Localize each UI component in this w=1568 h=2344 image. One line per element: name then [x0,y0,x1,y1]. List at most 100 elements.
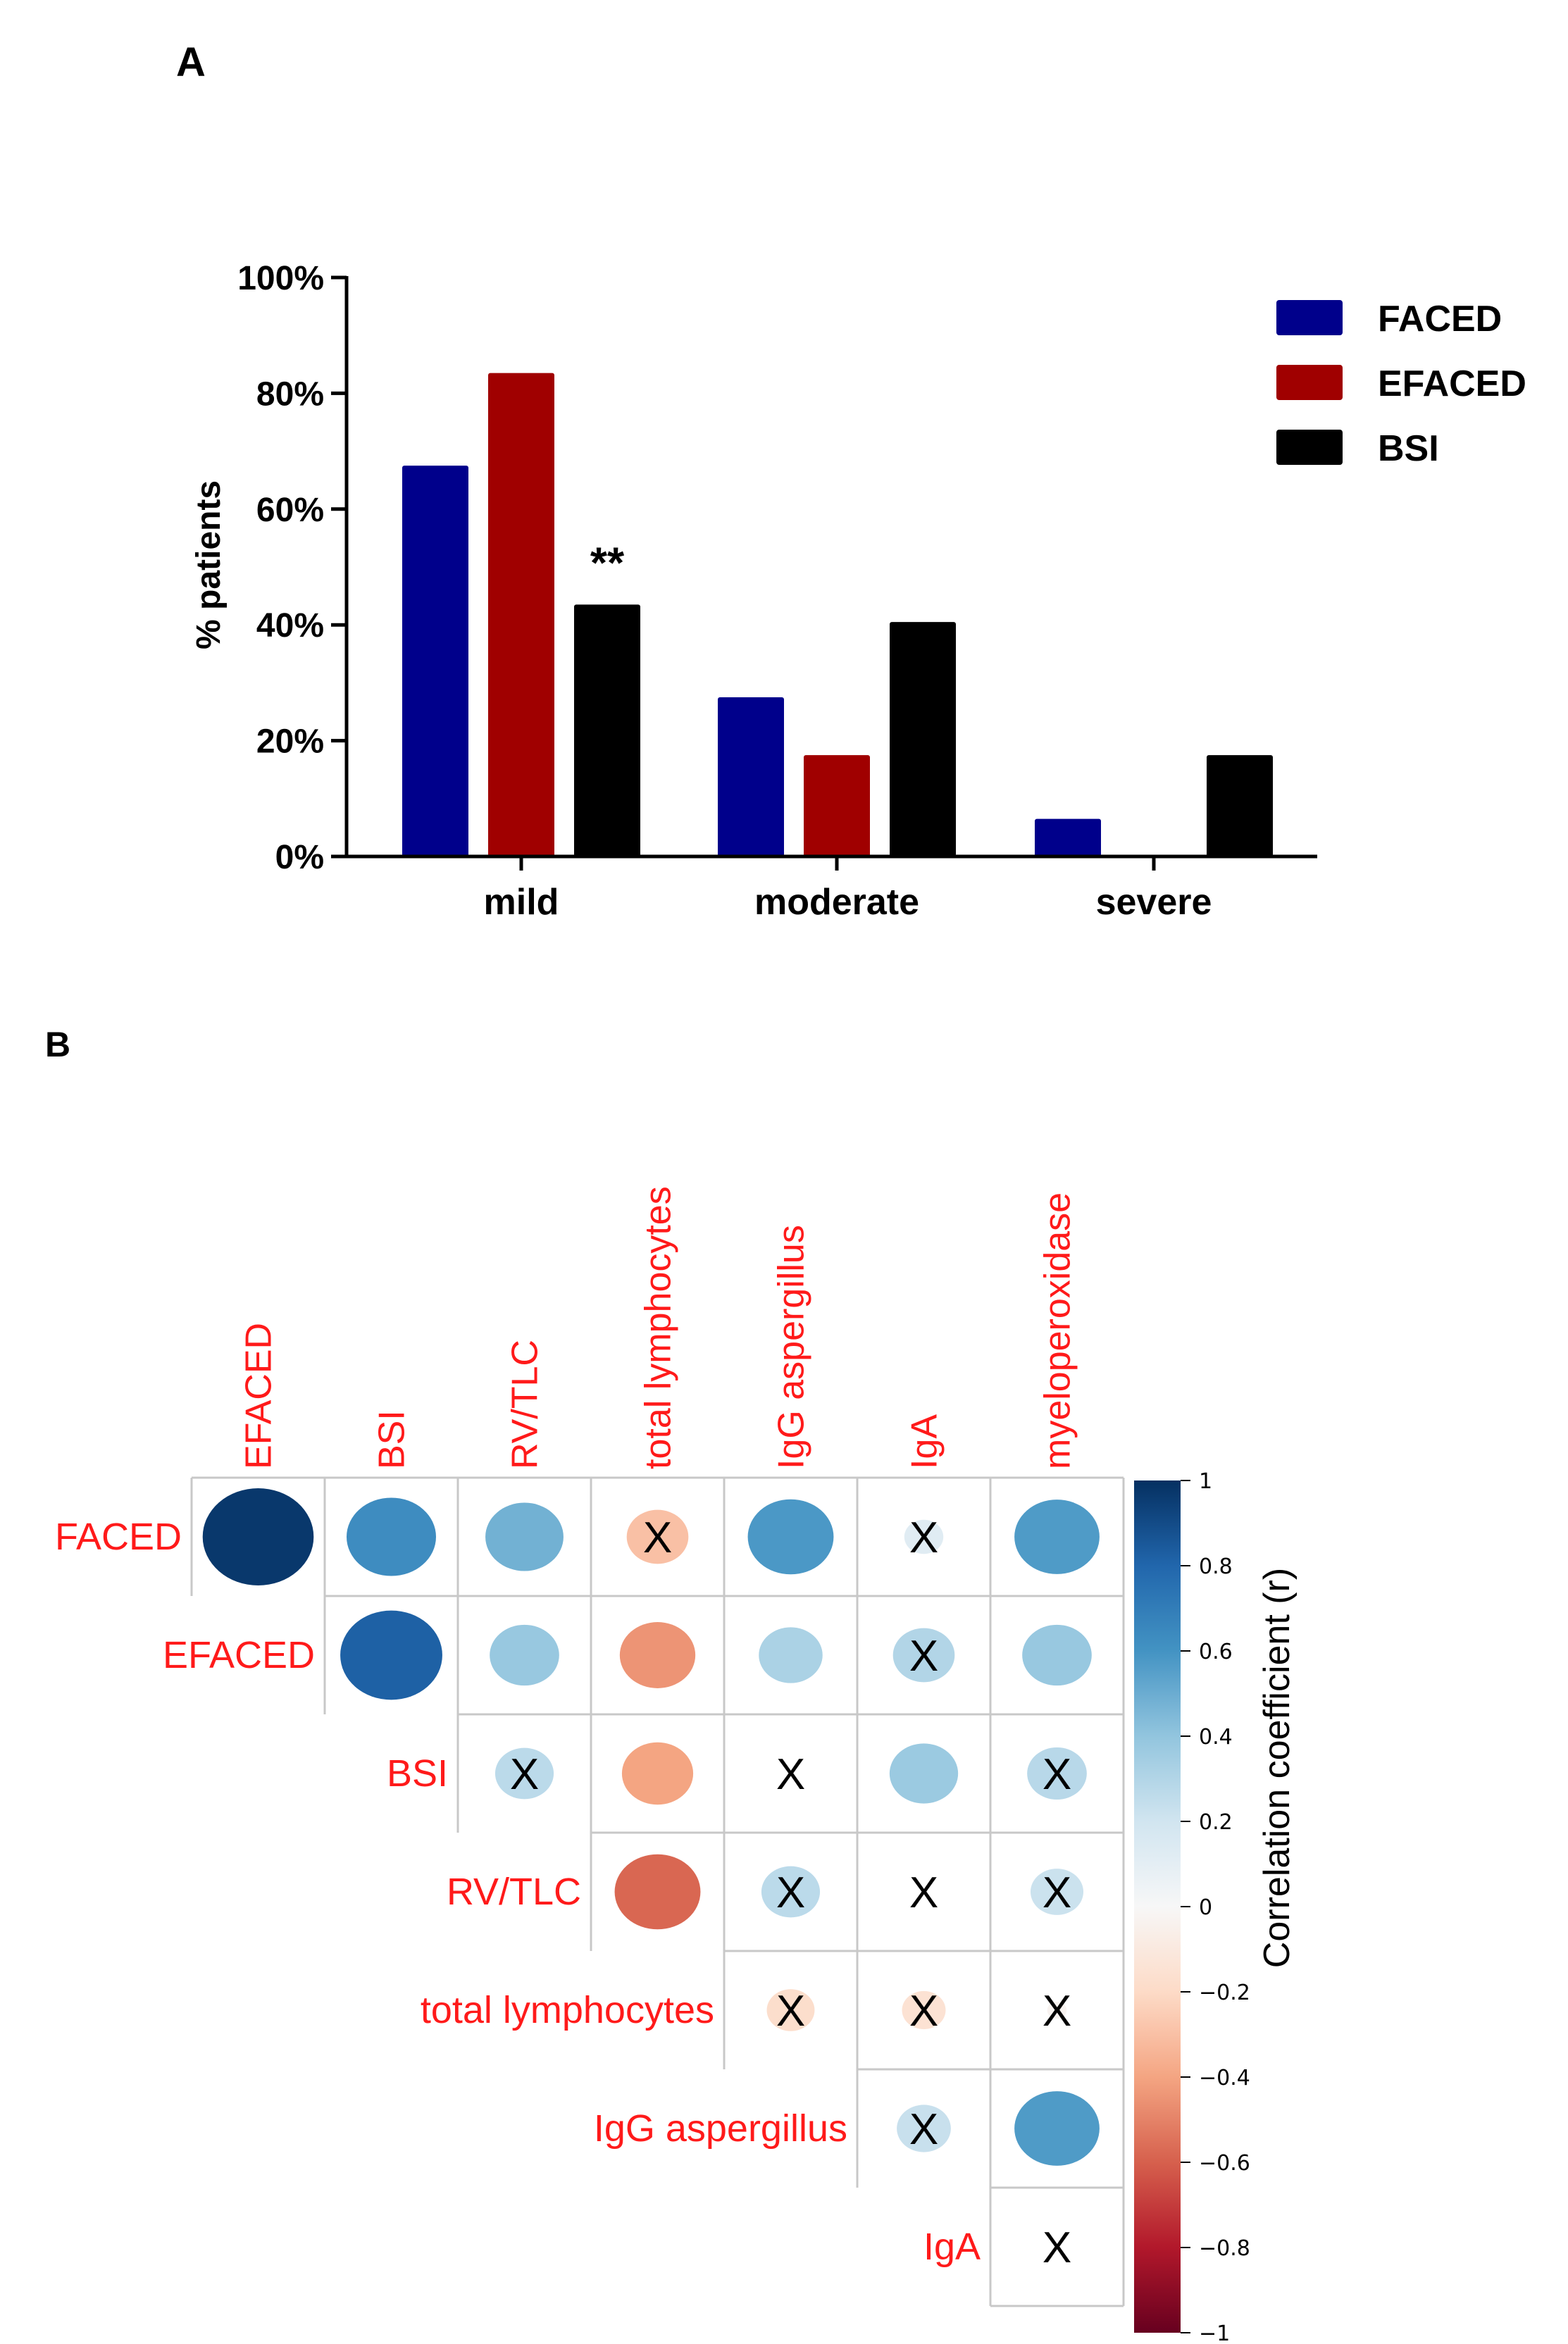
bar-faced-severe [1035,818,1101,856]
correlation-circle [1030,1869,1084,1915]
correlation-circle [766,1989,815,2031]
correlation-circle [202,1488,314,1585]
x-tick-label: mild [484,882,559,923]
colorbar-tick-label: −0.4 [1199,2066,1250,2090]
column-label: IgA [904,1414,945,1469]
y-tick-label: 40% [256,607,324,644]
y-tick-label: 0% [275,839,324,876]
non-significant-marker: X [776,1987,805,2036]
significance-annotation: ** [590,539,625,587]
x-axis-ticks: mild moderate severe [484,856,1212,923]
column-label: RV/TLC [505,1340,546,1469]
y-tick-label: 80% [256,375,324,413]
matrix-grid [190,1476,1125,2307]
panel-a-label: A [176,39,206,85]
row-labels: FACED EFACED BSI RV/TLC total lymphocytes IgG… [55,1516,981,2268]
row-label: total lymphocytes [421,1989,714,2031]
colorbar-bar [1134,1480,1181,2333]
bar-annotations: ** [590,539,625,587]
bar-chart: 0% 20% 40% 60% 80% 100% mild moderate severe % … [190,260,1526,923]
non-significant-marker: X [909,1869,938,1917]
non-significant-marker: X [1043,2224,1071,2272]
y-axis-label: % patients [190,480,228,649]
non-significant-marker: X [909,1514,938,1562]
correlation-circle [621,1742,694,1805]
correlation-circle [1014,1500,1100,1574]
correlation-circle [892,1628,955,1683]
correlation-circle [490,1624,559,1686]
colorbar-tick-label: −0.6 [1199,2151,1250,2176]
correlation-circle [626,1509,689,1564]
legend-swatch-bsi [1276,430,1343,465]
bar-legend: FACED EFACED BSI [1276,299,1526,469]
bar-series-group [402,373,1273,856]
row-label: FACED [55,1516,182,1558]
column-label: BSI [372,1410,413,1469]
colorbar: 1 0.8 0.6 0.4 0.2 0 −0.2 −0.4 −0.6 −0.8 −1 [1134,1469,1250,2344]
correlation-circle [619,1622,696,1688]
colorbar-tick-label: −0.8 [1199,2236,1250,2261]
colorbar-tick-label: 0 [1199,1895,1212,1920]
column-labels: EFACED BSI RV/TLC total lymphocytes IgG aspe… [239,1186,1078,1469]
correlation-circle [747,1499,834,1575]
non-significant-marker: X [909,2105,938,2154]
correlation-circle [485,1502,564,1571]
non-significant-marker: X [909,1632,938,1681]
bar-efaced-mild [488,373,554,856]
colorbar-tick-label: −0.2 [1199,1981,1250,2005]
correlation-circle [614,1854,701,1930]
non-significant-marker: X [776,1869,805,1917]
column-label: EFACED [239,1323,280,1469]
correlation-circle [1027,1747,1087,1800]
x-tick-label: severe [1096,882,1212,923]
correlation-circle [347,1497,436,1576]
row-label: BSI [387,1752,448,1795]
column-label: total lymphocytes [638,1186,679,1469]
correlation-matrix: X X X X X X X X X X X X X X EFACED BSI RV/TLC total lymp… [55,1186,1298,2344]
correlation-circle [1047,2001,1067,2019]
colorbar-title: Correlation coefficient (r) [1257,1568,1298,1968]
bar-faced-moderate [718,697,784,856]
legend-label-faced: FACED [1378,299,1502,339]
non-significant-marker: X [776,1750,805,1799]
y-tick-label: 60% [256,492,324,529]
non-significant-marker: X [1043,1987,1071,2036]
legend-swatch-efaced [1276,365,1343,400]
bar-faced-mild [402,466,468,856]
column-label: IgG aspergillus [771,1225,812,1469]
non-significant-marker: X [643,1514,672,1562]
non-significant-marker: X [510,1750,539,1799]
colorbar-tick-label: 0.8 [1199,1554,1233,1579]
row-label: EFACED [163,1634,315,1676]
correlation-circle [902,1990,946,2030]
y-tick-label: 100% [237,260,324,297]
correlation-circle [340,1610,442,1700]
panel-b-label: B [45,1025,70,1064]
legend-label-bsi: BSI [1378,428,1439,469]
non-significant-marker: X [909,1987,938,2036]
correlation-circle [494,1747,554,1800]
correlation-circle [1022,1624,1092,1686]
column-label: myeloperoxidase [1038,1192,1078,1469]
y-axis-ticks: 0% 20% 40% 60% 80% 100% [237,260,347,876]
bar-bsi-severe [1207,755,1273,856]
row-label: RV/TLC [447,1871,581,1913]
bar-bsi-mild [574,604,640,856]
x-tick-label: moderate [754,882,919,923]
colorbar-tick-label: 1 [1199,1469,1212,1494]
correlation-circle [897,2105,951,2152]
non-significant-marker: X [1043,1750,1071,1799]
correlation-circle [904,1519,944,1554]
non-significant-marker: X [1043,1869,1071,1917]
colorbar-tick-label: 0.2 [1199,1810,1233,1835]
legend-swatch-faced [1276,300,1343,335]
correlation-circle [761,1866,821,1918]
colorbar-tick-label: 0.6 [1199,1640,1233,1664]
row-label: IgG aspergillus [594,2107,847,2150]
matrix-cells: X X X X X X X X X X X X X X [202,1488,1100,2272]
bar-bsi-moderate [890,622,956,856]
row-label: IgA [923,2226,981,2268]
y-tick-label: 20% [256,723,324,761]
legend-label-efaced: EFACED [1378,363,1526,404]
